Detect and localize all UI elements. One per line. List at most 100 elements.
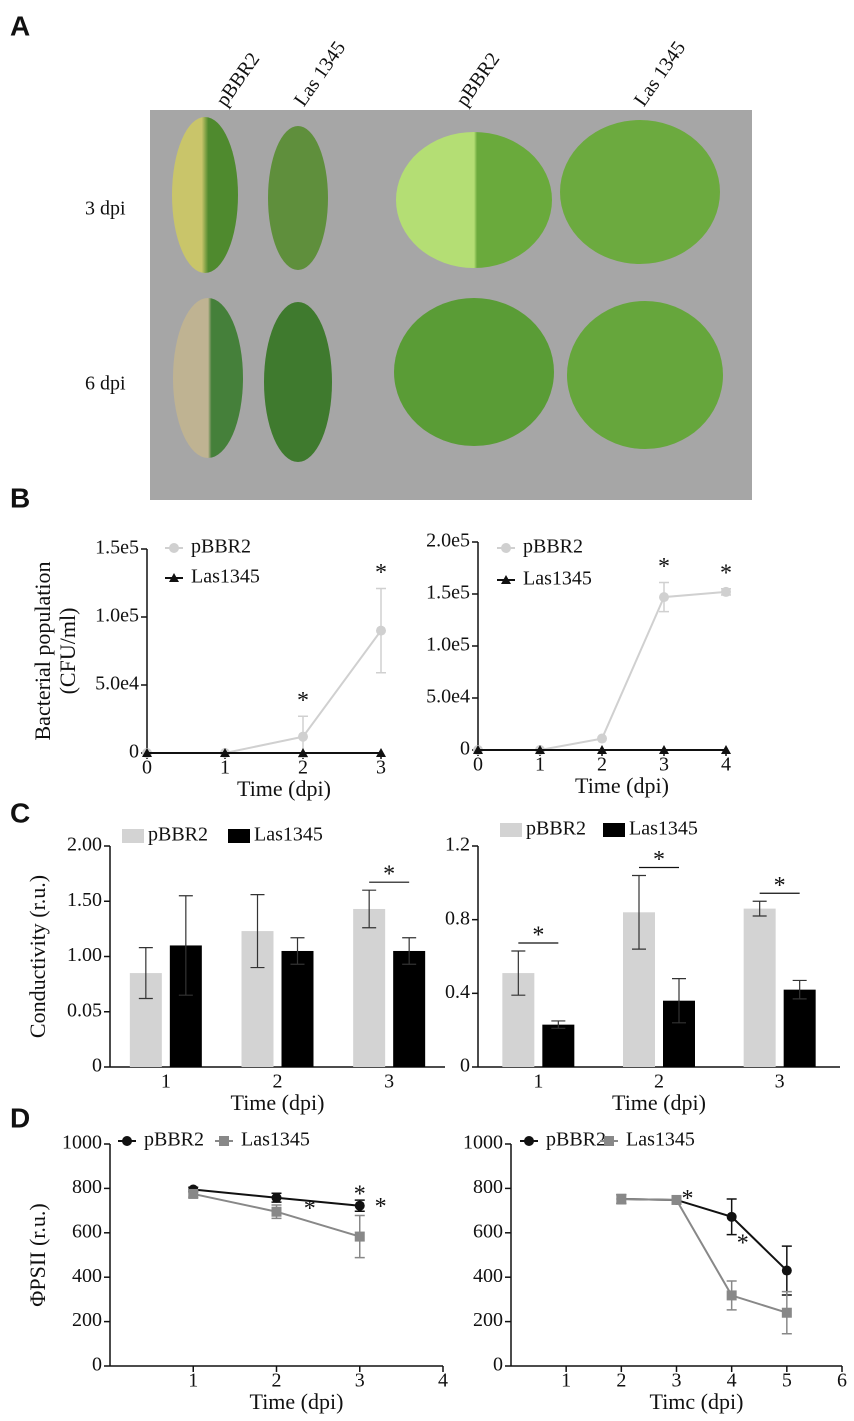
marker	[597, 745, 607, 754]
error-bar	[138, 947, 153, 1000]
annotation: *	[653, 847, 665, 873]
bar	[393, 950, 426, 1067]
error-bar	[792, 979, 807, 1000]
series-line	[621, 1198, 788, 1272]
legend-swatch	[500, 823, 522, 837]
y-tick-label: 0	[460, 1055, 470, 1077]
leaf	[173, 298, 243, 458]
x-tick-label: 4	[721, 754, 731, 776]
bar	[353, 908, 386, 1067]
y-tick-label: 800	[473, 1176, 503, 1198]
y-axis-label: Bacterial population	[30, 562, 55, 741]
legend-marker	[219, 1136, 229, 1146]
x-tick-label: 6	[837, 1370, 847, 1392]
error-bar	[551, 1020, 566, 1029]
annotation: *	[737, 1231, 749, 1257]
legend-label: pBBR2	[144, 1129, 204, 1151]
y-tick-label: 2.00	[67, 834, 102, 856]
marker	[271, 1206, 282, 1217]
y-tick-label: 0	[129, 741, 139, 763]
legend-label: pBBR2	[191, 536, 251, 558]
x-tick-label: 1	[533, 1071, 543, 1093]
series-line	[147, 630, 382, 754]
x-tick-label: 1	[188, 1370, 198, 1392]
bar	[542, 1024, 575, 1067]
bar	[783, 989, 816, 1067]
column-label: pBBR2	[452, 49, 504, 111]
y-tick-label: 1.50	[67, 889, 102, 911]
leaf	[396, 132, 552, 268]
annotation: *	[720, 560, 732, 586]
legend-label: Las1345	[626, 1129, 695, 1151]
legend-label: pBBR2	[148, 824, 208, 846]
leaf	[394, 298, 554, 446]
x-axis-label: Time (dpi)	[250, 1389, 344, 1414]
series-line	[621, 1198, 788, 1314]
x-tick-label: 2	[597, 754, 607, 776]
leaf	[567, 301, 723, 449]
legend-label: pBBR2	[523, 536, 583, 558]
x-tick-label: 3	[775, 1071, 785, 1093]
x-tick-label: 1	[561, 1370, 571, 1392]
legend-label: pBBR2	[546, 1129, 606, 1151]
x-tick-label: 5	[782, 1370, 792, 1392]
leaf	[560, 120, 720, 264]
error-bar	[178, 895, 193, 996]
photo-panel	[150, 110, 752, 500]
annotation: *	[682, 1186, 694, 1212]
series-line	[478, 590, 727, 751]
annotation: *	[375, 1194, 387, 1220]
legend-label: Las1345	[191, 566, 260, 588]
marker	[781, 1265, 792, 1276]
x-tick-label: 2	[616, 1370, 626, 1392]
legend-label: Las1345	[629, 818, 698, 840]
marker	[376, 625, 386, 636]
annotation: *	[774, 873, 786, 899]
x-tick-label: 2	[273, 1071, 283, 1093]
legend-marker	[524, 1136, 534, 1146]
error-bar	[672, 978, 686, 1024]
marker	[473, 745, 483, 754]
legend-swatch	[228, 829, 250, 843]
y-tick-label: 1.0e5	[95, 605, 139, 627]
x-tick-label: 3	[659, 754, 669, 776]
marker	[726, 1211, 737, 1222]
marker	[271, 1192, 282, 1203]
x-tick-label: 3	[384, 1071, 394, 1093]
row-label: 6 dpi	[85, 373, 126, 395]
x-tick-label: 3	[672, 1370, 682, 1392]
error-bar	[362, 889, 377, 929]
column-label: Las 1345	[290, 37, 350, 110]
y-tick-label: 5.0e4	[426, 686, 470, 708]
marker	[188, 1188, 199, 1199]
marker	[659, 745, 669, 754]
marker	[781, 1307, 792, 1318]
row-label: 3 dpi	[85, 198, 126, 220]
legend-marker	[501, 575, 511, 584]
x-axis-label: Time (dpi)	[237, 776, 331, 801]
y-tick-label: 1.0e5	[426, 634, 470, 656]
y-tick-label: 800	[72, 1176, 102, 1198]
marker	[616, 1194, 627, 1205]
y-tick-label: 200	[473, 1309, 503, 1331]
panel-letter: A	[10, 10, 30, 41]
y-tick-label: 1000	[62, 1132, 102, 1154]
legend-swatch	[122, 829, 144, 843]
y-axis-label: ΦPSII (r.u.)	[25, 1203, 50, 1306]
marker	[535, 745, 545, 754]
leaf	[264, 302, 332, 462]
marker	[659, 592, 669, 603]
leaf	[268, 126, 328, 270]
legend-marker	[169, 543, 179, 553]
y-tick-label: 0.8	[445, 907, 470, 929]
marker	[354, 1231, 365, 1242]
bar	[281, 950, 314, 1067]
annotation: *	[658, 554, 670, 580]
panel-letter: B	[10, 482, 30, 513]
x-tick-label: 3	[355, 1370, 365, 1392]
y-tick-label: 1.5e5	[426, 582, 470, 604]
y-axis-label: Conductivity (r.u.)	[25, 875, 50, 1038]
x-tick-label: 2	[272, 1370, 282, 1392]
x-axis-label: Time (dpi)	[575, 773, 669, 798]
